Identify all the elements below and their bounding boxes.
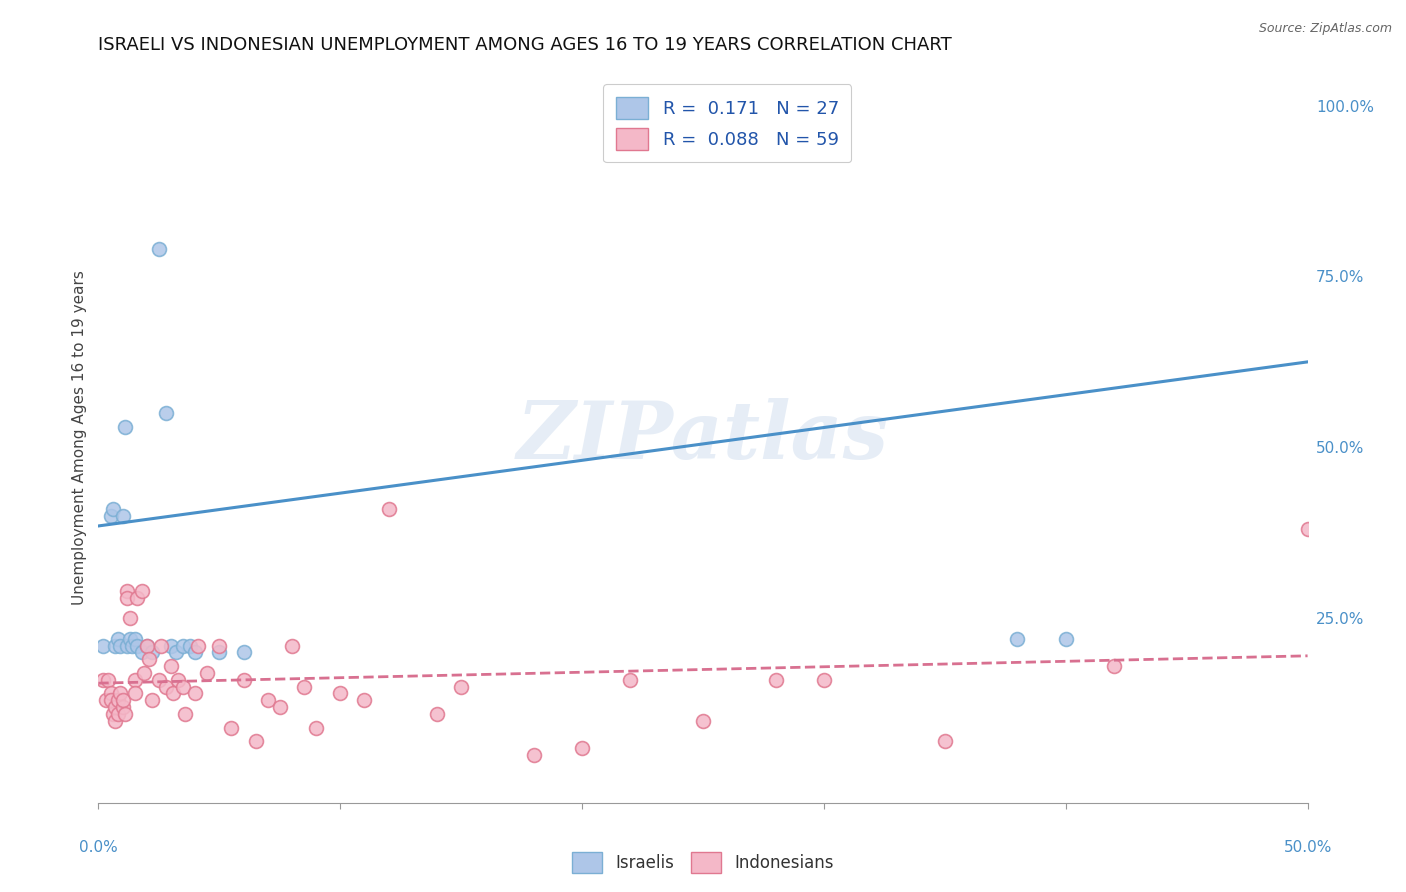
Point — [131, 583, 153, 598]
Point — [221, 721, 243, 735]
Point — [184, 686, 207, 700]
Point — [124, 673, 146, 687]
Point — [91, 673, 114, 687]
Point — [91, 639, 114, 653]
Point — [187, 639, 209, 653]
Point — [765, 673, 787, 687]
Point — [141, 693, 163, 707]
Text: 0.0%: 0.0% — [79, 840, 118, 855]
Point — [269, 700, 291, 714]
Point — [167, 673, 190, 687]
Point — [135, 639, 157, 653]
Point — [111, 693, 134, 707]
Point — [377, 501, 399, 516]
Point — [813, 673, 835, 687]
Point — [141, 645, 163, 659]
Point — [108, 686, 131, 700]
Text: ZIPatlas: ZIPatlas — [517, 399, 889, 475]
Point — [155, 680, 177, 694]
Point — [934, 734, 956, 748]
Legend: Israelis, Indonesians: Israelis, Indonesians — [565, 846, 841, 880]
Point — [1102, 659, 1125, 673]
Point — [165, 645, 187, 659]
Point — [172, 680, 194, 694]
Point — [256, 693, 278, 707]
Point — [100, 693, 122, 707]
Point — [353, 693, 375, 707]
Point — [117, 639, 139, 653]
Point — [114, 706, 136, 721]
Point — [118, 632, 141, 646]
Point — [148, 242, 170, 256]
Point — [1296, 522, 1319, 536]
Point — [155, 406, 177, 420]
Point — [94, 693, 117, 707]
Point — [426, 706, 449, 721]
Point — [619, 673, 641, 687]
Point — [329, 686, 352, 700]
Point — [184, 645, 207, 659]
Point — [138, 652, 160, 666]
Point — [1054, 632, 1077, 646]
Point — [692, 714, 714, 728]
Point — [148, 673, 170, 687]
Point — [450, 680, 472, 694]
Point — [124, 632, 146, 646]
Text: 50.0%: 50.0% — [1284, 840, 1331, 855]
Point — [100, 686, 122, 700]
Point — [124, 686, 146, 700]
Point — [292, 680, 315, 694]
Point — [131, 645, 153, 659]
Point — [305, 721, 328, 735]
Point — [245, 734, 267, 748]
Point — [571, 741, 593, 756]
Point — [150, 639, 173, 653]
Text: Source: ZipAtlas.com: Source: ZipAtlas.com — [1258, 22, 1392, 36]
Legend: R =  0.171   N = 27, R =  0.088   N = 59: R = 0.171 N = 27, R = 0.088 N = 59 — [603, 84, 852, 162]
Point — [195, 665, 218, 680]
Point — [127, 639, 149, 653]
Point — [104, 639, 127, 653]
Point — [107, 632, 129, 646]
Point — [101, 706, 124, 721]
Point — [121, 639, 143, 653]
Text: ISRAELI VS INDONESIAN UNEMPLOYMENT AMONG AGES 16 TO 19 YEARS CORRELATION CHART: ISRAELI VS INDONESIAN UNEMPLOYMENT AMONG… — [98, 36, 952, 54]
Point — [232, 645, 254, 659]
Point — [127, 591, 149, 605]
Point — [107, 693, 129, 707]
Point — [135, 639, 157, 653]
Y-axis label: Unemployment Among Ages 16 to 19 years: Unemployment Among Ages 16 to 19 years — [72, 269, 87, 605]
Point — [160, 639, 183, 653]
Point — [172, 639, 194, 653]
Point — [101, 501, 124, 516]
Point — [104, 700, 127, 714]
Point — [107, 706, 129, 721]
Point — [104, 714, 127, 728]
Point — [134, 665, 156, 680]
Point — [100, 508, 122, 523]
Point — [117, 583, 139, 598]
Point — [97, 673, 120, 687]
Point — [117, 591, 139, 605]
Point — [160, 659, 183, 673]
Point — [1007, 632, 1029, 646]
Point — [174, 706, 197, 721]
Point — [114, 420, 136, 434]
Point — [179, 639, 201, 653]
Point — [162, 686, 184, 700]
Point — [208, 639, 231, 653]
Point — [232, 673, 254, 687]
Point — [281, 639, 304, 653]
Point — [118, 611, 141, 625]
Point — [111, 700, 134, 714]
Point — [111, 508, 134, 523]
Point — [108, 639, 131, 653]
Point — [208, 645, 231, 659]
Point — [523, 747, 546, 762]
